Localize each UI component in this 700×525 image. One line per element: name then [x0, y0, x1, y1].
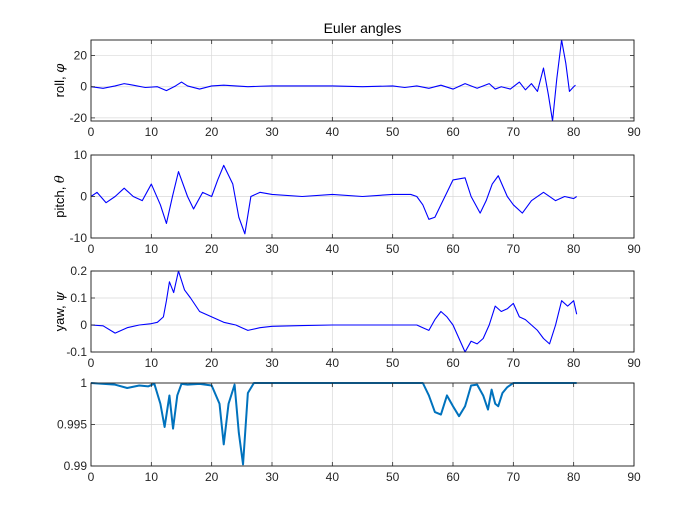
y-tick-label: 0.1 — [70, 291, 87, 305]
y-tick-label: 1 — [80, 376, 87, 390]
x-tick-label: 70 — [507, 125, 521, 139]
y-tick-label: -10 — [70, 231, 88, 245]
x-tick-label: 60 — [446, 242, 460, 256]
x-tick-label: 50 — [386, 125, 400, 139]
x-tick-label: 50 — [386, 242, 400, 256]
series-line-1 — [90, 270, 578, 353]
axes-frame — [90, 39, 635, 122]
x-tick-label: 90 — [627, 470, 641, 484]
x-tick-label: 30 — [265, 470, 279, 484]
y-tick-label: 0.2 — [70, 264, 87, 278]
x-tick-label: 90 — [627, 242, 641, 256]
x-tick-label: 10 — [145, 125, 159, 139]
x-tick-label: 80 — [567, 356, 581, 370]
axes-background — [90, 270, 635, 353]
x-tick-label: 40 — [326, 470, 340, 484]
y-tick-label: -0.1 — [66, 345, 87, 359]
y-tick-label: 0 — [80, 190, 87, 204]
subplot-4: 0 10 20 30 40 50 60 70 80 90 0.99 0.995 1 — [57, 376, 641, 484]
x-tick-label: 60 — [446, 356, 460, 370]
x-tick-label: 0 — [88, 356, 95, 370]
axes-frame — [90, 270, 635, 353]
y-tick-label: 0.995 — [57, 418, 87, 432]
x-tick-label: 90 — [627, 356, 641, 370]
y-tick-label: 10 — [74, 148, 88, 162]
x-tick-label: 50 — [386, 470, 400, 484]
series-line-1 — [90, 164, 577, 235]
x-tick-label: 50 — [386, 356, 400, 370]
y-tick-label: 0 — [80, 318, 87, 332]
x-tick-label: 80 — [567, 470, 581, 484]
x-tick-label: 40 — [326, 125, 340, 139]
x-tick-label: 20 — [205, 470, 219, 484]
y-axis-label: pitch, θ — [52, 175, 68, 218]
y-tick-label: 0 — [80, 80, 87, 94]
y-axis-label: yaw, ψ — [52, 291, 68, 332]
x-tick-label: 10 — [145, 242, 159, 256]
x-tick-label: 40 — [326, 356, 340, 370]
x-tick-label: 60 — [446, 470, 460, 484]
y-tick-label: -20 — [70, 111, 88, 125]
x-tick-label: 90 — [627, 125, 641, 139]
x-tick-label: 20 — [205, 356, 219, 370]
x-tick-label: 0 — [88, 242, 95, 256]
x-tick-label: 80 — [567, 242, 581, 256]
x-tick-label: 0 — [88, 470, 95, 484]
chart-title: Euler angles — [324, 20, 402, 36]
x-tick-label: 80 — [567, 125, 581, 139]
x-tick-label: 10 — [145, 356, 159, 370]
y-tick-label: 20 — [74, 49, 88, 63]
x-tick-label: 30 — [265, 242, 279, 256]
axes-background — [90, 39, 635, 122]
x-tick-label: 60 — [446, 125, 460, 139]
x-tick-label: 10 — [145, 470, 159, 484]
x-tick-label: 20 — [205, 242, 219, 256]
x-tick-label: 30 — [265, 125, 279, 139]
x-tick-label: 70 — [507, 356, 521, 370]
x-tick-label: 70 — [507, 242, 521, 256]
x-tick-label: 70 — [507, 470, 521, 484]
x-tick-label: 30 — [265, 356, 279, 370]
x-tick-label: 0 — [88, 125, 95, 139]
y-axis-label: roll, φ — [52, 63, 68, 98]
series-line-1 — [90, 39, 576, 122]
y-tick-label: 0.99 — [64, 459, 88, 473]
x-tick-label: 40 — [326, 242, 340, 256]
x-tick-label: 20 — [205, 125, 219, 139]
